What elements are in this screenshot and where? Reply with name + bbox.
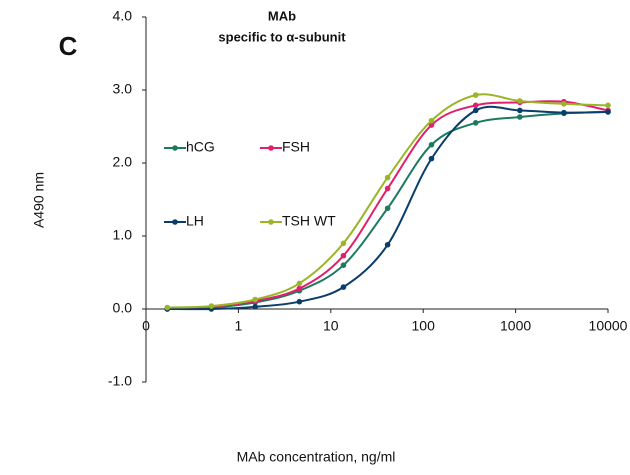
data-point <box>517 114 523 120</box>
data-point <box>340 252 347 259</box>
y-tick-label: 0.0 <box>113 300 133 316</box>
x-tick-label: 10 <box>323 318 339 334</box>
y-tick-label: 3.0 <box>113 81 133 97</box>
panel-label: C <box>59 31 78 61</box>
series-line <box>167 100 609 310</box>
data-point <box>428 155 435 162</box>
y-tick-label: -1.0 <box>108 373 132 389</box>
data-point <box>252 296 259 303</box>
data-point <box>472 102 479 109</box>
x-tick-label: 1 <box>235 318 243 334</box>
series-line <box>167 93 609 309</box>
x-tick-label: 1000 <box>500 318 531 334</box>
legend-marker <box>172 145 178 151</box>
x-tick-label: 10000 <box>589 318 628 334</box>
legend-label: FSH <box>282 139 310 155</box>
legend-marker <box>268 219 274 225</box>
data-point <box>561 109 567 116</box>
data-point <box>296 298 303 305</box>
chart-subtitle: specific to α-subunit <box>218 29 346 44</box>
data-point <box>384 185 391 192</box>
legend-label: LH <box>186 213 204 229</box>
data-point <box>561 101 567 107</box>
y-tick-label: 1.0 <box>113 227 133 243</box>
y-tick-label: 4.0 <box>113 8 133 24</box>
data-point <box>164 304 171 311</box>
legend-marker <box>268 145 274 151</box>
x-axis-label: MAb concentration, ng/ml <box>237 449 396 465</box>
data-point <box>428 141 435 148</box>
data-point <box>428 117 435 124</box>
data-point <box>296 280 303 287</box>
data-point <box>384 241 391 248</box>
data-point <box>472 107 479 114</box>
data-point <box>252 304 259 310</box>
legend-marker <box>172 219 178 225</box>
data-point <box>340 262 347 269</box>
data-point <box>472 120 479 126</box>
data-point <box>472 92 479 98</box>
data-point <box>340 240 347 247</box>
y-axis-label: A490 nm <box>31 172 47 228</box>
series-line <box>167 105 609 311</box>
data-point <box>296 285 303 292</box>
data-point <box>340 284 347 290</box>
x-tick-label: 0 <box>142 318 150 334</box>
data-point <box>428 122 435 128</box>
data-point <box>605 109 611 115</box>
y-tick-label: 2.0 <box>113 154 133 170</box>
x-tick-label: 100 <box>412 318 436 334</box>
data-point <box>384 174 391 181</box>
legend-label: hCG <box>186 139 215 155</box>
data-point <box>208 303 215 309</box>
legend-label: TSH WT <box>282 213 336 229</box>
data-point <box>517 98 523 104</box>
data-point <box>384 205 391 212</box>
data-point <box>605 102 611 109</box>
data-point <box>517 107 523 114</box>
chart-title: MAb <box>268 8 296 23</box>
